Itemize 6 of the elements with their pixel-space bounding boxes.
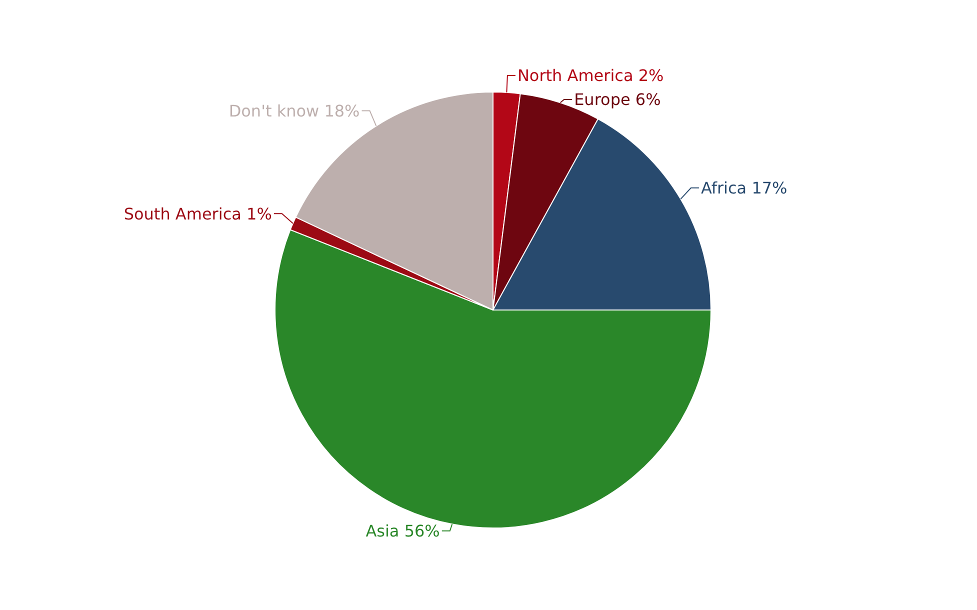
slice-label: Europe 6% [574,90,661,110]
slice-label: Asia 56% [366,522,440,541]
slice-label: North America 2% [517,66,664,86]
slice-label: South America 1% [124,204,272,224]
slice-label: Don't know 18% [228,101,360,120]
slice-label: Africa 17% [700,178,788,198]
